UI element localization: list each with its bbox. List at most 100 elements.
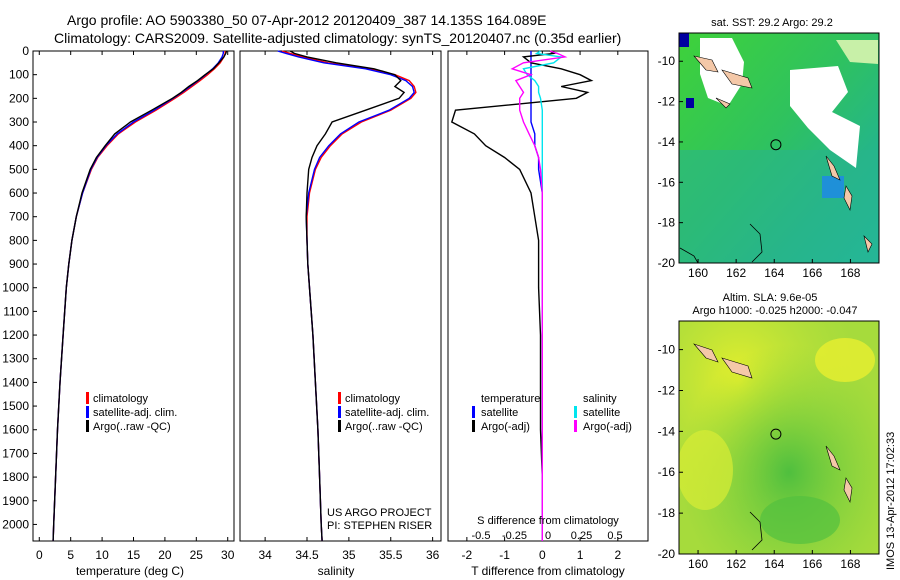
temperature-legend: climatology satellite-adj. clim. Argo(..… — [86, 392, 177, 433]
x-tick-label: 10 — [95, 548, 109, 562]
depth-tick-label: 1300 — [2, 352, 29, 366]
sst-map-title: sat. SST: 29.2 Argo: 29.2 — [711, 17, 833, 29]
sst-map-frame — [678, 32, 880, 264]
island — [721, 69, 753, 89]
lat-tick-label: -20 — [658, 256, 676, 270]
island — [825, 445, 841, 471]
legend-s-argo-swatch — [574, 420, 577, 432]
series-line-climatology — [52, 51, 226, 542]
depth-tick-label: 600 — [9, 186, 29, 200]
sst-cold-patch — [686, 98, 694, 108]
sla-map-frame — [678, 320, 880, 555]
lon-tick-label: 162 — [726, 557, 746, 571]
x-tick-label: 35 — [342, 548, 356, 562]
legend-t-argo-swatch — [472, 420, 475, 432]
legend-s-satellite-label: satellite — [583, 407, 620, 419]
depth-tick-label: 100 — [9, 68, 29, 82]
salinity-legend: climatology satellite-adj. clim. Argo(..… — [338, 392, 429, 433]
depth-tick-label: 1400 — [2, 375, 29, 389]
lat-tick-label: -14 — [658, 135, 676, 149]
s-diff-tick-label: -0.5 — [472, 530, 491, 542]
sst-cold-patch — [679, 33, 689, 47]
island — [843, 185, 853, 211]
legend-satellite-swatch — [338, 406, 341, 418]
salinity-x-label: salinity — [318, 564, 355, 578]
temperature-panel: 0100200300400500600700800900100011001200… — [2, 44, 234, 578]
sla-map-subtitle: Argo h1000: -0.025 h2000: -0.047 — [692, 305, 857, 317]
s-diff-tick-label: 0 — [545, 530, 551, 542]
depth-tick-label: 1600 — [2, 423, 29, 437]
legend-s-satellite-swatch — [574, 406, 577, 418]
header-line-1: Argo profile: AO 5903380_50 07-Apr-2012 … — [67, 12, 547, 28]
difference-series — [450, 50, 594, 541]
lon-tick-label: 164 — [764, 266, 784, 280]
x-tick-label: 34.5 — [295, 548, 319, 562]
depth-tick-label: 1100 — [3, 304, 29, 318]
x-tick-label: 15 — [127, 548, 141, 562]
depth-tick-label: 900 — [9, 257, 29, 271]
difference-legend: temperature satellite Argo(-adj) salinit… — [472, 393, 632, 433]
legend-t-satellite-label: satellite — [481, 407, 518, 419]
lat-tick-label: -18 — [658, 506, 676, 520]
argo-position-marker — [770, 428, 782, 440]
island — [721, 357, 753, 379]
island — [863, 235, 873, 253]
depth-tick-label: 2000 — [2, 517, 29, 531]
lat-tick-label: -20 — [658, 547, 676, 561]
sla-map-axes: 160 162 164 166 168 -10 -12 -14 -16 -18 -20 — [658, 343, 861, 571]
series-line-satellite-adj-clim- — [52, 51, 225, 542]
temperature-plot-frame — [32, 50, 235, 542]
x-tick-label: 2 — [614, 548, 621, 562]
lon-tick-label: 168 — [840, 557, 860, 571]
series-line-climatology — [281, 50, 417, 542]
salinity-panel: 34 34.5 35 35.5 36 climatology satellite-adj… — [239, 50, 442, 578]
lon-tick-label: 162 — [726, 266, 746, 280]
series-line-s-argo-adj- — [510, 50, 568, 541]
s-diff-tick-label: 0.5 — [607, 530, 622, 542]
x-tick-label: -1 — [499, 548, 510, 562]
depth-tick-label: 200 — [9, 91, 29, 105]
sst-map-axes: 160 162 164 166 168 -10 -12 -14 -16 -18 -20 — [658, 54, 861, 280]
depth-tick-label: 1700 — [2, 446, 29, 460]
series-line-t-satellite — [530, 51, 543, 541]
s-difference-label: S difference from climatology — [477, 515, 619, 527]
x-tick-label: 30 — [221, 548, 235, 562]
lon-tick-label: 160 — [688, 557, 708, 571]
legend-argo-label: Argo(..raw -QC) — [93, 421, 171, 433]
island — [715, 97, 731, 109]
island — [693, 343, 719, 363]
depth-tick-label: 1200 — [2, 328, 29, 342]
legend-climatology-swatch — [338, 392, 341, 404]
lat-tick-label: -16 — [658, 465, 676, 479]
lat-tick-label: -16 — [658, 175, 676, 189]
legend-t-satellite-swatch — [472, 406, 475, 418]
x-tick-label: -2 — [462, 548, 473, 562]
t-difference-label: T difference from climatology — [471, 564, 625, 578]
island — [693, 55, 719, 73]
legend-argo-swatch — [338, 420, 341, 432]
x-tick-label: 25 — [190, 548, 204, 562]
salinity-plot-frame — [239, 50, 442, 542]
x-tick-label: 35.5 — [379, 548, 403, 562]
x-tick-label: 1 — [577, 548, 584, 562]
reef-outline — [749, 511, 763, 551]
sst-cloud-mask — [700, 38, 744, 106]
legend-satellite-swatch — [86, 406, 89, 418]
depth-tick-label: 1800 — [2, 470, 29, 484]
lon-tick-label: 166 — [802, 557, 822, 571]
sst-map: sat. SST: 29.2 Argo: 29.2 160 162 164 166 16… — [658, 17, 880, 280]
difference-panel: -2 -1 0 1 2 -0.5 -0.25 0 0.25 0.5 temperature sat… — [447, 50, 649, 578]
depth-axis: 0 100 200 300 400 500 600 700 800 900 1000 1100 1200… — [2, 44, 37, 531]
legend-temperature-title: temperature — [481, 393, 540, 405]
depth-tick-label: 300 — [9, 115, 29, 129]
island — [825, 155, 841, 181]
project-annotation: US ARGO PROJECT — [327, 507, 432, 519]
x-tick-label: 0 — [36, 548, 43, 562]
lon-tick-label: 168 — [840, 266, 860, 280]
series-line-t-argo-adj- — [450, 50, 594, 541]
temperature-series — [52, 50, 228, 542]
lat-tick-label: -18 — [658, 216, 676, 230]
x-tick-label: 36 — [426, 548, 440, 562]
depth-tick-label: 0 — [22, 44, 29, 58]
